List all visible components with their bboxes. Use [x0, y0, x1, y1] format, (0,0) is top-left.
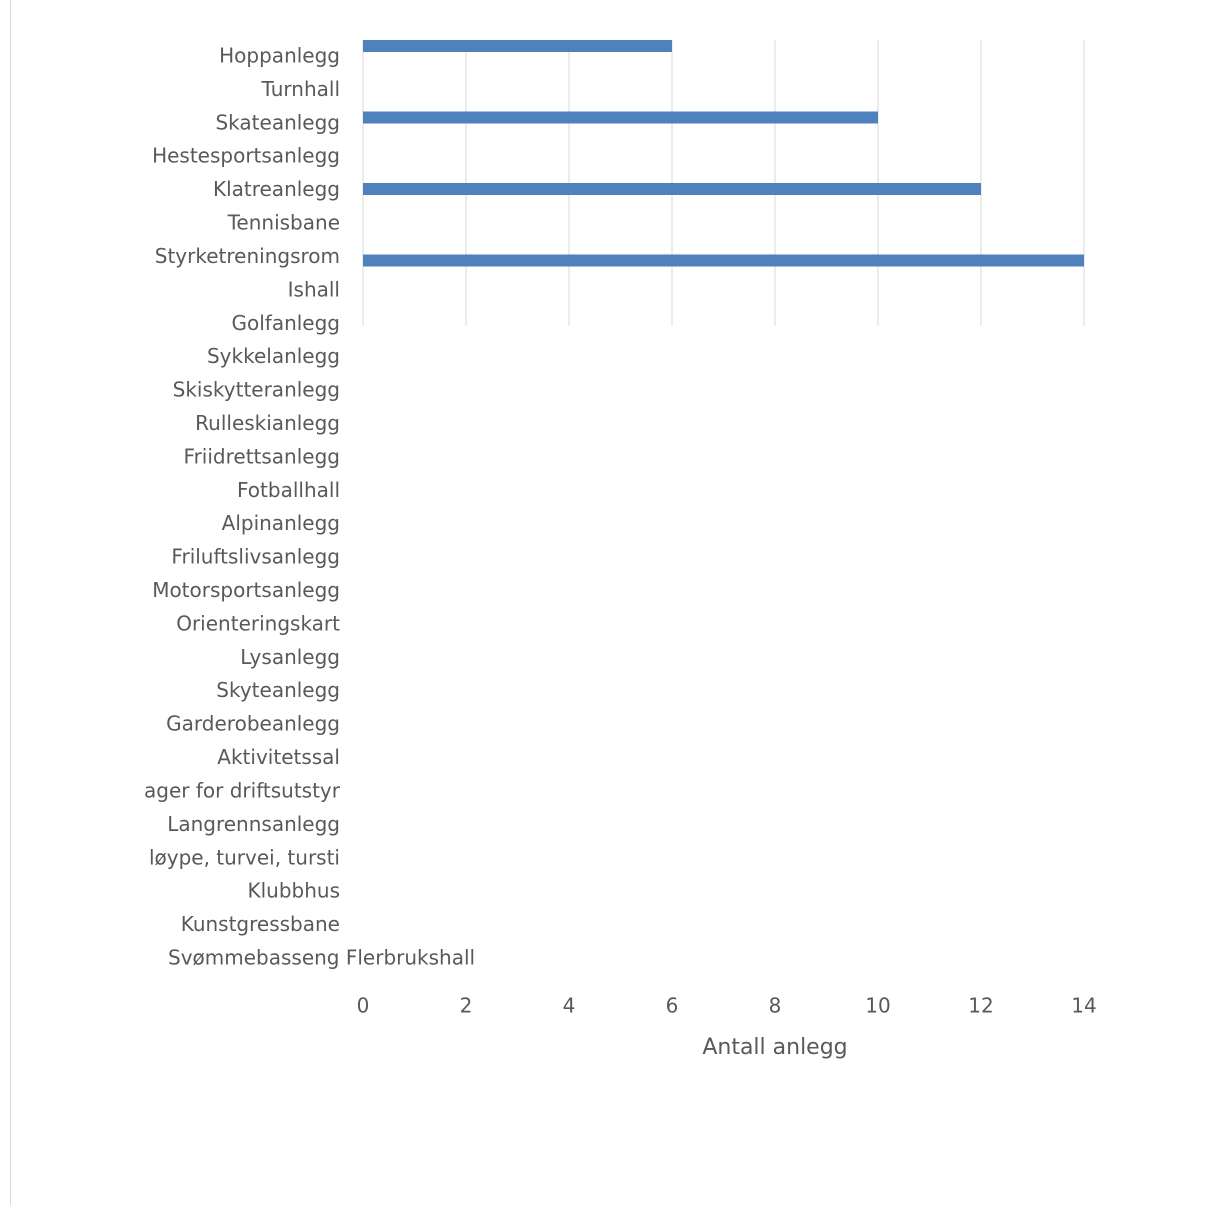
- y-tick-label: Alpinanlegg: [222, 511, 340, 535]
- y-tick-label: Langrennsanlegg: [167, 812, 340, 836]
- y-tick-label: Ishall: [288, 277, 340, 301]
- x-tick-label: 2: [460, 994, 473, 1018]
- x-tick-label: 0: [357, 994, 370, 1018]
- y-tick-label: Fotballhall: [237, 478, 340, 502]
- bar: [363, 183, 981, 195]
- y-tick-label: Lysanlegg: [240, 645, 340, 669]
- y-tick-label: Styrketreningsrom: [155, 244, 340, 268]
- bar: [363, 40, 672, 52]
- y-tick-label: Skateanlegg: [215, 110, 340, 134]
- x-tick-label: 6: [666, 994, 679, 1018]
- y-tick-label: Hestesportsanlegg: [152, 144, 340, 168]
- y-tick-label: Friidrettsanlegg: [184, 444, 340, 468]
- bar: [363, 111, 878, 124]
- y-tick-label: Klatreanlegg: [213, 177, 340, 201]
- bar: [363, 254, 1084, 267]
- x-tick-label: 14: [1071, 994, 1096, 1018]
- y-tick-label: Aktivitetssal: [217, 745, 340, 769]
- x-tick-label: 4: [563, 994, 576, 1018]
- y-tick-label: løype, turvei, tursti: [149, 845, 340, 869]
- y-tick-label: Sykkelanlegg: [207, 344, 340, 368]
- x-axis-title: Antall anlegg: [702, 1035, 847, 1060]
- y-tick-label: Skiskytteranlegg: [173, 378, 340, 402]
- y-tick-label: Motorsportsanlegg: [152, 578, 340, 602]
- y-tick-label: Garderobeanlegg: [166, 712, 340, 736]
- y-tick-label: Golfanlegg: [231, 311, 340, 335]
- x-tick-label: 10: [865, 994, 890, 1018]
- y-tick-label: Klubbhus: [247, 879, 340, 903]
- y-tick-label: Rulleskianlegg: [195, 411, 340, 435]
- y-tick-label: Skyteanlegg: [216, 678, 340, 702]
- y-tick-label: Hoppanlegg: [219, 44, 340, 68]
- y-tick-label: Svømmebasseng Flerbrukshall: [168, 946, 475, 970]
- y-tick-label: ager for driftsutstyr: [144, 778, 341, 802]
- y-tick-label: Turnhall: [261, 77, 340, 101]
- x-tick-label: 8: [769, 994, 782, 1018]
- x-tick-label: 12: [968, 994, 993, 1018]
- y-tick-label: Tennisbane: [227, 211, 340, 235]
- y-tick-label: Kunstgressbane: [181, 912, 340, 936]
- y-tick-label: Friluftslivsanlegg: [171, 545, 340, 569]
- y-tick-label: Orienteringskart: [176, 611, 340, 635]
